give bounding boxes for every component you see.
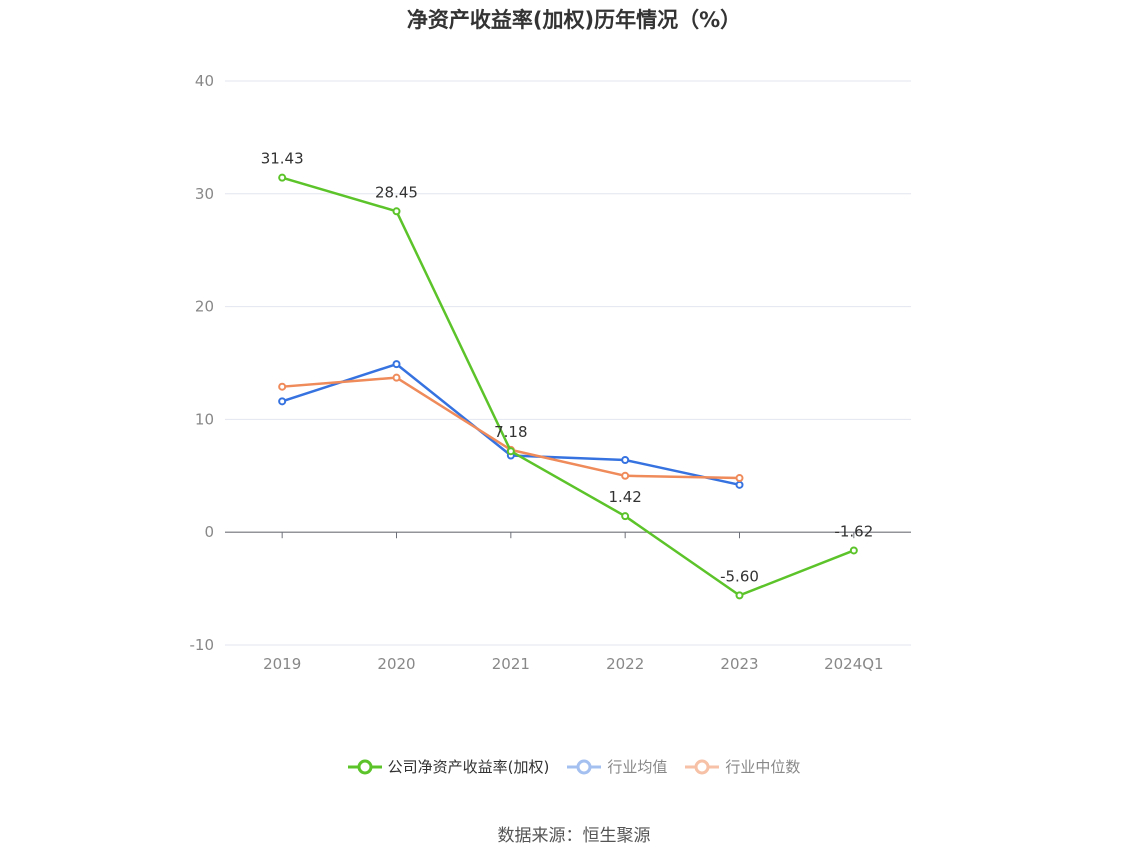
legend-item-industry-median[interactable]: 行业中位数 [685,756,800,777]
series-lines [278,173,858,600]
grid-lines [225,80,911,646]
data-point[interactable] [621,456,630,465]
data-point[interactable] [849,546,858,555]
y-tick-label: -10 [190,636,215,654]
data-label: -5.60 [720,567,759,585]
legend-label: 行业均值 [607,758,668,776]
legend-marker-icon [685,759,720,774]
data-labels: 31.43 28.45 7.18 1.42 -5.60 -1.62 [261,150,874,586]
x-tick-label: 2023 [720,655,758,673]
legend-label: 公司净资产收益率(加权) [387,758,550,776]
legend-label: 行业中位数 [725,758,801,776]
y-tick-label: 40 [195,72,214,90]
data-point[interactable] [278,173,287,182]
legend: 公司净资产收益率(加权) 行业均值 行业中位数 [0,756,1148,777]
data-point[interactable] [392,207,401,216]
x-tick-label: 2024Q1 [824,655,884,673]
x-tick-label: 2021 [492,655,530,673]
x-tick-label: 2020 [377,655,415,673]
y-tick-label: 20 [195,298,214,316]
x-tick-label: 2022 [606,655,644,673]
legend-marker-icon [567,759,602,774]
data-label: 1.42 [608,488,641,506]
data-point[interactable] [278,382,287,391]
y-tick-label: 10 [195,410,214,428]
x-tick-label: 2019 [263,655,301,673]
data-label: 31.43 [261,150,304,168]
chart-title: 净资产收益率(加权)历年情况（%） [406,8,742,32]
y-tick-label: 30 [195,185,214,203]
data-label: -1.62 [834,522,873,540]
data-point[interactable] [278,397,287,406]
data-point[interactable] [735,591,744,600]
series-line-0 [281,176,855,597]
legend-item-company-roe[interactable]: 公司净资产收益率(加权) [347,756,550,777]
data-source-note: 数据来源：恒生聚源 [497,826,651,846]
data-point[interactable] [735,474,744,483]
legend-marker-icon [347,759,382,774]
data-point[interactable] [392,373,401,382]
y-tick-label: 0 [204,523,214,541]
data-point[interactable] [506,447,515,456]
data-point[interactable] [621,512,630,521]
data-point[interactable] [735,480,744,489]
axes: 40 30 20 10 0 -10 2019 2020 2021 2022 2023 2024Q1 [190,72,911,673]
data-point[interactable] [621,471,630,480]
data-label: 28.45 [375,183,418,201]
legend-item-industry-mean[interactable]: 行业均值 [567,756,667,777]
data-label: 7.18 [494,423,527,441]
data-point[interactable] [392,360,401,369]
